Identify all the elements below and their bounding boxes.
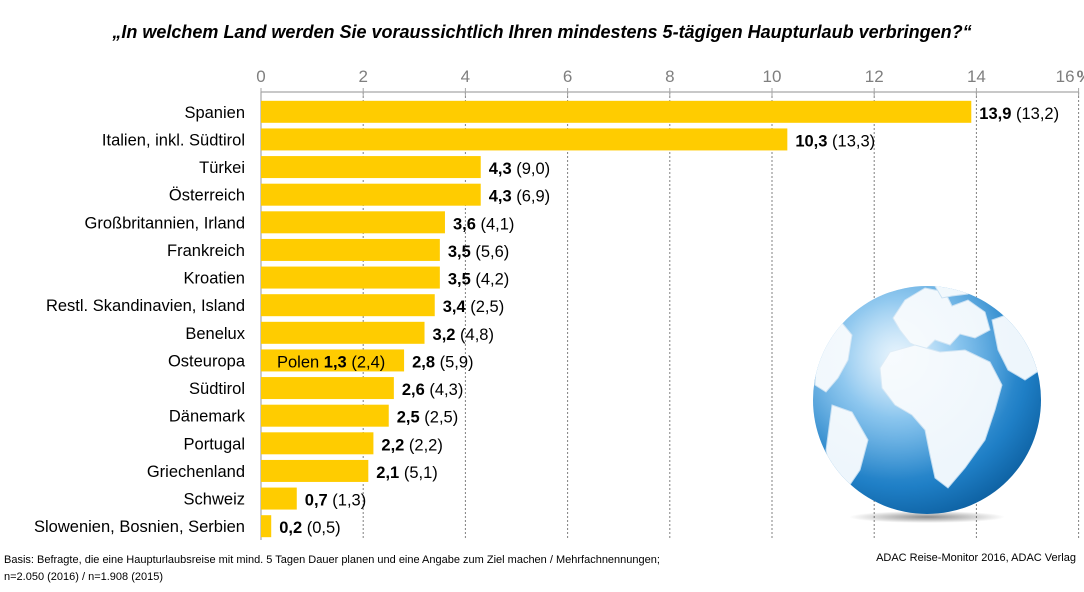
x-tick-label: 16	[1056, 67, 1075, 86]
bar	[261, 404, 389, 427]
category-label: Frankreich	[167, 242, 245, 260]
x-tick-label: 14	[967, 67, 986, 86]
value-label: 0,2 (0,5)	[279, 519, 340, 537]
bar	[261, 459, 369, 482]
value-label: 0,7 (1,3)	[305, 492, 366, 510]
value-label: 2,2 (2,2)	[381, 436, 442, 454]
value-label: 2,1 (5,1)	[376, 464, 437, 482]
category-label: Italien, inkl. Südtirol	[102, 131, 245, 149]
bar	[261, 349, 405, 372]
value-label: 3,6 (4,1)	[453, 215, 514, 233]
bar	[261, 487, 297, 510]
x-tick-label: 4	[461, 67, 470, 86]
value-label: 3,5 (4,2)	[448, 271, 509, 289]
source-note: ADAC Reise-Monitor 2016, ADAC Verlag	[876, 552, 1076, 564]
category-label: Südtirol	[189, 380, 245, 398]
footnote: Basis: Befragte, die eine Haupturlaubsre…	[4, 552, 660, 586]
bar	[261, 156, 481, 179]
bar	[261, 100, 972, 123]
bar	[261, 377, 394, 400]
x-tick-label: 8	[665, 67, 674, 86]
x-tick-label: 2	[358, 67, 367, 86]
value-label: 3,4 (2,5)	[443, 298, 504, 316]
bar	[261, 266, 440, 289]
bar	[261, 238, 440, 261]
chart-title: „In welchem Land werden Sie voraussichtl…	[112, 22, 972, 42]
category-label: Spanien	[184, 104, 245, 122]
value-label: 4,3 (6,9)	[489, 188, 550, 206]
footnote-line-2: n=2.050 (2016) / n=1.908 (2015)	[4, 571, 164, 583]
value-label: 10,3 (13,3)	[795, 132, 875, 150]
x-tick-label: 10	[763, 67, 782, 86]
globe-illustration	[813, 286, 1041, 523]
category-label: Benelux	[185, 325, 245, 343]
bar	[261, 515, 272, 538]
category-label: Schweiz	[184, 491, 245, 509]
category-label: Dänemark	[169, 408, 246, 426]
category-label: Slowenien, Bosnien, Serbien	[34, 518, 245, 536]
category-label: Österreich	[169, 187, 245, 205]
value-label: 3,5 (5,6)	[448, 243, 509, 261]
bar	[261, 183, 481, 206]
value-label: 4,3 (9,0)	[489, 160, 550, 178]
x-tick-label: 12	[865, 67, 884, 86]
bar	[261, 321, 425, 344]
x-tick-label: 6	[563, 67, 572, 86]
bars	[261, 100, 972, 538]
value-labels: 13,9 (13,2) 10,3 (13,3) 4,3 (9,0) 4,3 (6,9)…	[277, 105, 1059, 537]
x-tick-label: 0	[256, 67, 265, 86]
category-label: Portugal	[184, 435, 245, 453]
category-label: Osteuropa	[168, 352, 246, 370]
category-label: Großbritannien, Irland	[85, 214, 246, 232]
value-label: 2,5 (2,5)	[397, 409, 458, 427]
footnote-line-1: Basis: Befragte, die eine Haupturlaubsre…	[4, 554, 660, 566]
category-label: Türkei	[199, 159, 245, 177]
category-label: Griechenland	[147, 463, 245, 481]
value-label: 2,8 (5,9)	[412, 353, 473, 371]
bar	[261, 128, 788, 151]
annotation-label: Polen 1,3 (2,4)	[277, 353, 385, 371]
value-label: 2,6 (4,3)	[402, 381, 463, 399]
bar	[261, 294, 435, 317]
bar	[261, 432, 374, 455]
category-label: Kroatien	[184, 270, 245, 288]
x-axis-unit-label: %	[1077, 67, 1084, 86]
value-label: 3,2 (4,8)	[433, 326, 494, 344]
bar	[261, 211, 445, 234]
category-label: Restl. Skandinavien, Island	[46, 297, 245, 315]
bar-chart: 0 2 4 6 8 10 12 14 16% Spanien Italien, inkl. Süd…	[34, 67, 1084, 540]
value-label: 13,9 (13,2)	[979, 105, 1059, 123]
category-labels: Spanien Italien, inkl. Südtirol Türkei Öste…	[34, 104, 246, 536]
